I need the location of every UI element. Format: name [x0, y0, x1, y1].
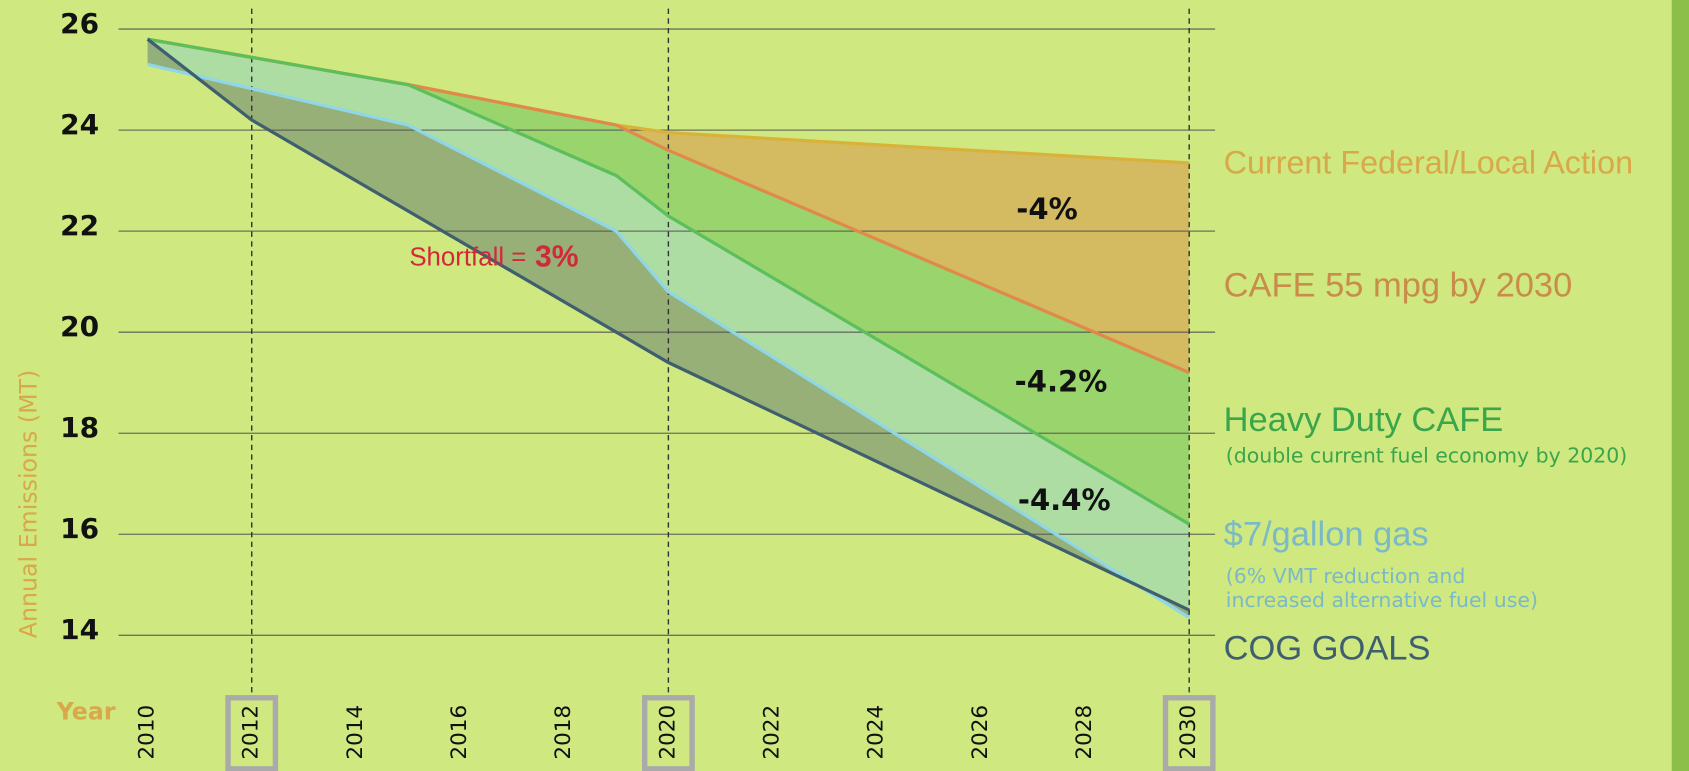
series-line [147, 62, 1191, 620]
shortfall-annotation: Shortfall = 3% [409, 240, 578, 273]
x-tick-label: 2026 [968, 705, 993, 760]
shortfall-text: Shortfall = [409, 243, 526, 271]
highlight-box [225, 695, 279, 771]
series-line [147, 37, 1191, 526]
y-tick-label: 22 [60, 209, 99, 242]
legend-note: (6% VMT reduction and [1226, 564, 1466, 588]
x-tick-label: 2012 [239, 705, 264, 760]
legend-label: Heavy Duty CAFE [1224, 401, 1504, 439]
x-tick-label: 2018 [551, 705, 576, 760]
y-tick-label: 20 [60, 310, 99, 343]
x-axis-label: Year [56, 697, 116, 725]
legend-note: increased alternative fuel use) [1226, 588, 1538, 612]
x-tick-label: 2022 [760, 705, 785, 760]
x-tick-label: 2030 [1176, 705, 1201, 760]
y-axis-label: Annual Emissions (MT) [15, 370, 43, 638]
x-tick-label: 2024 [864, 705, 889, 760]
annotation: -4.4% [1018, 483, 1111, 517]
legend-note: (double current fuel economy by 2020) [1226, 444, 1627, 468]
annotation: -4% [1016, 192, 1077, 226]
y-tick-label: 24 [60, 108, 99, 141]
legend-label: COG GOALS [1224, 630, 1431, 668]
y-tick-label: 16 [60, 512, 99, 545]
x-tick-label: 2014 [343, 705, 368, 760]
side-strip [1671, 0, 1689, 771]
area [147, 39, 1190, 373]
x-tick-label: 2028 [1072, 705, 1097, 760]
y-tick-label: 18 [60, 411, 99, 444]
y-tick-label: 26 [60, 7, 99, 40]
y-tick-label: 14 [60, 613, 99, 646]
shortfall-value: 3% [535, 240, 579, 273]
legend-label: CAFE 55 mpg by 2030 [1224, 267, 1573, 305]
x-tick-label: 2020 [655, 705, 680, 760]
highlight-box [1162, 695, 1216, 771]
x-tick-label: 2016 [447, 705, 472, 760]
series-line [146, 37, 1190, 612]
annotation: -4.2% [1015, 364, 1108, 398]
legend-label: Current Federal/Local Action [1224, 144, 1633, 180]
highlight-box [641, 695, 695, 771]
legend-label: $7/gallon gas [1224, 515, 1429, 553]
x-tick-label: 2010 [135, 705, 160, 760]
area [147, 39, 1190, 618]
